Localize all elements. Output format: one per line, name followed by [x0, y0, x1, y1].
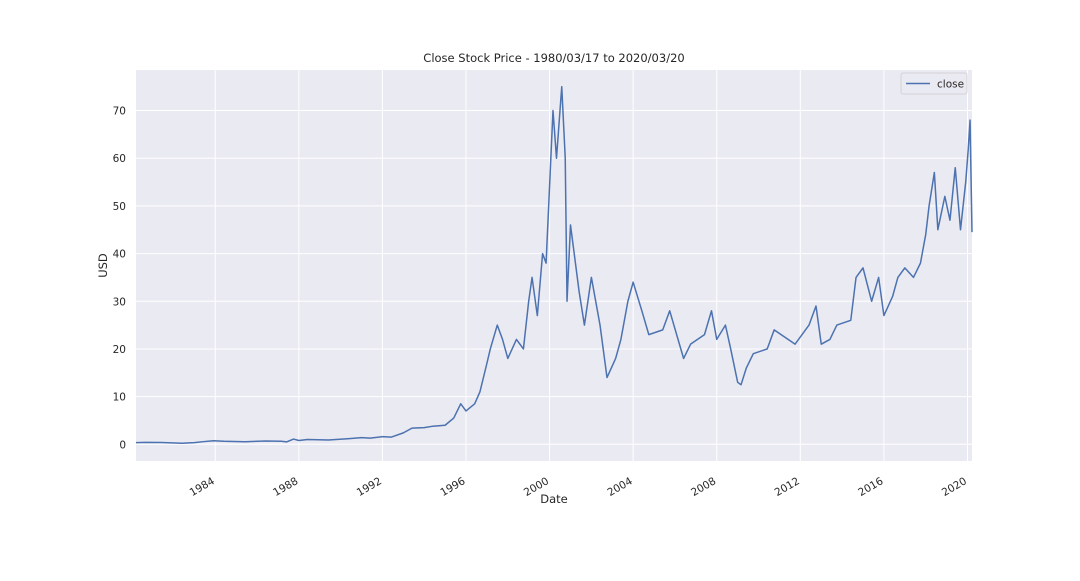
legend-label-close: close	[937, 79, 964, 91]
y-tick-label: 40	[113, 249, 126, 261]
plot-area	[136, 70, 972, 461]
grid-lines	[136, 70, 972, 461]
series-layer	[135, 85, 973, 445]
chart-title: Close Stock Price - 1980/03/17 to 2020/0…	[423, 51, 684, 65]
x-axis-label: Date	[540, 492, 568, 506]
y-tick-label: 30	[113, 296, 126, 308]
y-tick-label: 0	[119, 439, 126, 451]
legend: close	[900, 72, 968, 95]
y-axis-label: USD	[96, 253, 110, 278]
y-tick-label: 60	[113, 153, 126, 165]
legend-box	[900, 72, 968, 95]
y-tick-label: 10	[113, 392, 126, 404]
y-tick-label: 20	[113, 344, 126, 356]
y-tick-label: 70	[113, 106, 126, 118]
series-line-close	[135, 85, 973, 445]
y-tick-label: 50	[113, 201, 126, 213]
